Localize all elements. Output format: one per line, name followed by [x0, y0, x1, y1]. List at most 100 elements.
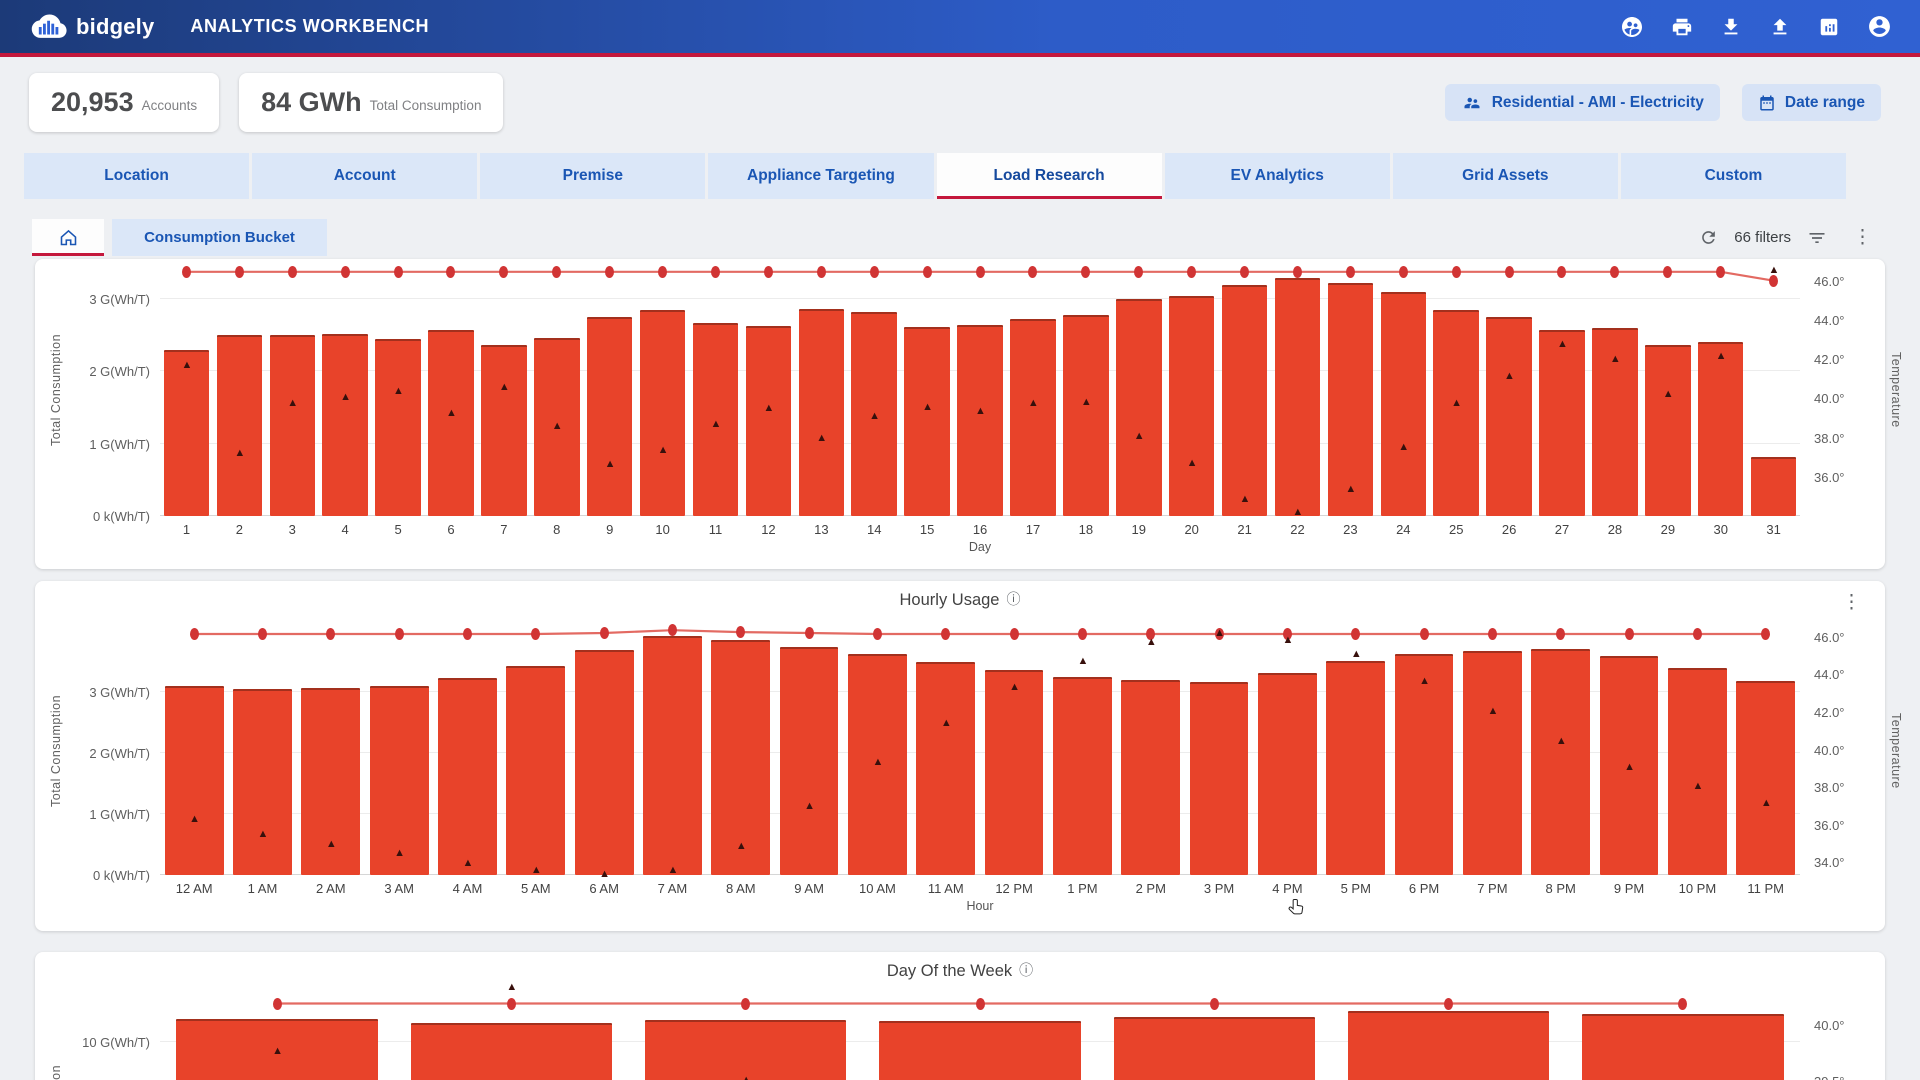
bar[interactable] — [745, 325, 792, 516]
marker-triangle[interactable]: ▲ — [975, 404, 986, 417]
bar[interactable] — [269, 334, 315, 516]
tab-custom[interactable]: Custom — [1620, 153, 1846, 199]
refresh-icon[interactable] — [1699, 228, 1718, 247]
marker-triangle[interactable]: ▲ — [816, 431, 828, 444]
bar[interactable] — [1121, 680, 1181, 875]
bar[interactable] — [848, 654, 907, 875]
temp-dot[interactable] — [1557, 265, 1567, 278]
marker-triangle[interactable]: ▲ — [257, 827, 269, 840]
marker-triangle[interactable]: ▲ — [1556, 338, 1568, 350]
marker-triangle[interactable]: ▲ — [498, 380, 510, 393]
marker-triangle[interactable]: ▲ — [940, 716, 952, 729]
marker-triangle[interactable]: ▲ — [1662, 387, 1674, 400]
bar[interactable] — [410, 1022, 613, 1080]
temp-dot[interactable] — [1663, 265, 1673, 278]
marker-triangle[interactable]: ▲ — [1080, 395, 1092, 408]
marker-triangle[interactable]: ▲ — [287, 396, 299, 409]
temp-dot[interactable] — [340, 265, 350, 278]
marker-triangle[interactable]: ▲ — [1345, 482, 1357, 495]
temp-dot[interactable] — [531, 628, 541, 640]
tab-appliance-targeting[interactable]: Appliance Targeting — [708, 153, 934, 199]
bar[interactable] — [1433, 310, 1479, 516]
bar[interactable] — [1168, 295, 1215, 516]
temp-dot[interactable] — [394, 628, 404, 640]
marker-triangle[interactable]: ▲ — [551, 420, 563, 433]
bar[interactable] — [1736, 681, 1796, 875]
tab-consumption-bucket[interactable]: Consumption Bucket — [112, 219, 327, 256]
marker-triangle[interactable]: ▲ — [181, 358, 193, 371]
bar[interactable] — [574, 650, 634, 875]
marker-triangle[interactable]: ▲ — [1077, 654, 1089, 667]
upload-icon[interactable] — [1769, 16, 1791, 38]
tab-account[interactable]: Account — [252, 153, 478, 199]
marker-triangle[interactable]: ▲ — [657, 443, 669, 456]
temp-dot[interactable] — [1187, 265, 1197, 278]
bar[interactable] — [1582, 1014, 1784, 1080]
bar[interactable] — [692, 323, 739, 516]
temp-dot[interactable] — [181, 265, 191, 278]
marker-triangle[interactable]: ▲ — [1760, 796, 1772, 809]
bar[interactable] — [1221, 284, 1268, 516]
tab-premise[interactable]: Premise — [480, 153, 706, 199]
bar[interactable] — [1113, 1017, 1315, 1080]
temp-dot[interactable] — [1028, 265, 1038, 278]
marker-triangle[interactable]: ▲ — [189, 812, 201, 825]
marker-triangle[interactable]: ▲ — [1009, 681, 1021, 694]
temp-dot[interactable] — [1240, 265, 1250, 278]
download-icon[interactable] — [1720, 16, 1742, 38]
bar[interactable] — [1258, 673, 1317, 875]
temp-dot[interactable] — [1081, 265, 1091, 278]
marker-triangle[interactable]: ▲ — [462, 856, 474, 869]
temp-dot[interactable] — [1444, 997, 1454, 1010]
temp-dot[interactable] — [1769, 274, 1779, 287]
temp-dot[interactable] — [1488, 628, 1497, 640]
bar[interactable] — [1697, 341, 1744, 516]
marker-triangle[interactable]: ▲ — [272, 1045, 284, 1058]
temp-dot[interactable] — [1134, 265, 1144, 278]
bar[interactable] — [1189, 682, 1249, 875]
bar[interactable] — [984, 670, 1044, 875]
bar[interactable] — [1750, 456, 1797, 516]
temp-dot[interactable] — [1556, 628, 1566, 640]
bar[interactable] — [301, 687, 361, 875]
temp-dot[interactable] — [326, 628, 336, 640]
bar[interactable] — [643, 635, 702, 875]
marker-triangle[interactable]: ▲ — [1027, 396, 1039, 409]
temp-dot[interactable] — [1678, 997, 1688, 1010]
temp-dot[interactable] — [1283, 628, 1292, 640]
temp-dot[interactable] — [1451, 265, 1461, 278]
bar[interactable] — [1380, 291, 1427, 516]
marker-triangle[interactable]: ▲ — [1350, 648, 1362, 661]
temp-dot[interactable] — [1078, 628, 1087, 640]
bar[interactable] — [711, 640, 771, 875]
bar[interactable] — [1463, 650, 1522, 875]
marker-triangle[interactable]: ▲ — [710, 417, 722, 430]
temp-dot[interactable] — [287, 265, 297, 278]
info-icon[interactable]: ⓘ — [1006, 591, 1021, 607]
temp-dot[interactable] — [552, 265, 562, 278]
marker-triangle[interactable]: ▲ — [1768, 263, 1780, 276]
bar[interactable] — [216, 334, 263, 516]
chart-more-options-icon[interactable]: ⋮ — [1842, 592, 1861, 613]
bar[interactable] — [916, 661, 976, 875]
temp-dot[interactable] — [1345, 265, 1355, 278]
bar[interactable] — [1668, 667, 1727, 875]
marker-triangle[interactable]: ▲ — [1292, 506, 1304, 519]
bar[interactable] — [428, 330, 474, 516]
marker-triangle[interactable]: ▲ — [1133, 429, 1145, 442]
print-icon[interactable] — [1671, 16, 1693, 38]
bar[interactable] — [1326, 661, 1386, 875]
bar[interactable] — [957, 325, 1003, 516]
temp-dot[interactable] — [1214, 628, 1224, 640]
account-icon[interactable] — [1867, 14, 1892, 39]
marker-triangle[interactable]: ▲ — [1282, 633, 1294, 646]
marker-triangle[interactable]: ▲ — [234, 447, 246, 460]
bar[interactable] — [1063, 315, 1109, 516]
temp-dot[interactable] — [189, 628, 199, 640]
marker-triangle[interactable]: ▲ — [1715, 349, 1727, 362]
temp-dot[interactable] — [763, 265, 773, 278]
temp-dot[interactable] — [446, 265, 456, 278]
marker-triangle[interactable]: ▲ — [1239, 492, 1251, 505]
temp-dot[interactable] — [941, 628, 951, 640]
temp-dot[interactable] — [1419, 628, 1429, 640]
